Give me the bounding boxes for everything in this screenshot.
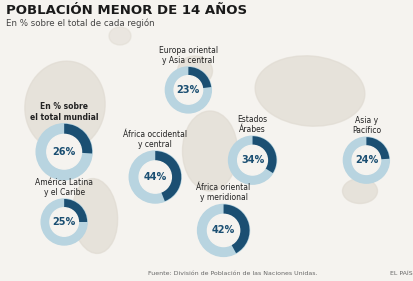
Text: EL PAÍS: EL PAÍS <box>389 271 412 276</box>
Wedge shape <box>252 136 276 173</box>
Text: 23%: 23% <box>176 85 199 95</box>
Text: Estados
Árabes: Estados Árabes <box>237 115 267 134</box>
Text: 34%: 34% <box>240 155 263 165</box>
Wedge shape <box>64 199 87 222</box>
Text: En % sobre el total de cada región: En % sobre el total de cada región <box>6 19 154 28</box>
Circle shape <box>174 76 202 104</box>
Text: 44%: 44% <box>143 172 166 182</box>
Text: 42%: 42% <box>211 225 235 235</box>
Circle shape <box>139 161 171 193</box>
Circle shape <box>197 204 249 257</box>
Ellipse shape <box>254 56 364 126</box>
Wedge shape <box>223 204 249 253</box>
Text: 26%: 26% <box>52 147 76 157</box>
Text: Fuente: División de Población de las Naciones Unidas.: Fuente: División de Población de las Nac… <box>147 271 317 276</box>
Ellipse shape <box>72 179 117 253</box>
Text: Asia y
Pacífico: Asia y Pacífico <box>351 116 380 135</box>
Text: 24%: 24% <box>354 155 377 165</box>
Ellipse shape <box>177 56 212 86</box>
Ellipse shape <box>109 27 131 45</box>
Circle shape <box>342 137 389 183</box>
Circle shape <box>228 136 276 184</box>
Text: África oriental
y meridional: África oriental y meridional <box>196 183 250 202</box>
Wedge shape <box>366 137 388 160</box>
Circle shape <box>207 214 239 246</box>
Circle shape <box>129 151 181 203</box>
Circle shape <box>351 146 380 175</box>
Text: África occidental
y central: África occidental y central <box>123 130 187 149</box>
Wedge shape <box>188 67 211 90</box>
Circle shape <box>36 124 92 180</box>
Text: POBLACIÓN MENOR DE 14 AÑOS: POBLACIÓN MENOR DE 14 AÑOS <box>6 4 247 17</box>
Text: América Latina
y el Caribe: América Latina y el Caribe <box>35 178 93 197</box>
Wedge shape <box>64 124 92 153</box>
Circle shape <box>165 67 211 113</box>
Text: Europa oriental
y Asia central: Europa oriental y Asia central <box>159 46 217 65</box>
Circle shape <box>50 208 78 236</box>
Wedge shape <box>155 151 181 201</box>
Ellipse shape <box>25 61 105 151</box>
Text: 25%: 25% <box>52 217 76 227</box>
Ellipse shape <box>342 178 377 203</box>
Circle shape <box>47 134 81 169</box>
Ellipse shape <box>182 111 237 191</box>
Text: En % sobre
el total mundial: En % sobre el total mundial <box>30 102 98 122</box>
Circle shape <box>41 199 87 245</box>
Circle shape <box>237 145 267 175</box>
